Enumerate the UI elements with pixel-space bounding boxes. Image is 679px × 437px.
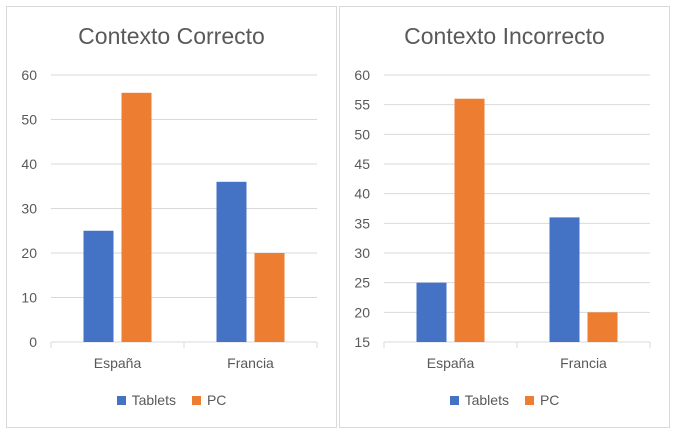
x-tick-label: España	[427, 355, 475, 371]
bar-tablets-2	[549, 217, 580, 342]
chart-title: Contexto Correcto	[78, 23, 265, 49]
chart-legend: Tablets PC	[7, 392, 336, 408]
bar-tablets-1	[416, 282, 447, 342]
legend-item-tablets: Tablets	[449, 392, 509, 408]
chart-panel-correcto: Contexto Correcto 0 10 20 30 40 50 60 España Fra…	[6, 6, 337, 428]
bar-tablets-1	[83, 230, 114, 342]
legend-swatch-tablets	[116, 395, 126, 405]
y-tick-label: 50	[354, 126, 370, 142]
legend-item-tablets: Tablets	[116, 392, 176, 408]
bar-chart-incorrecto: 15 20 25 30 35 40 45 50 55 60 España Francia	[354, 67, 651, 371]
bar-pc-2	[254, 253, 285, 342]
legend-label-pc: PC	[206, 392, 227, 408]
y-tick-label: 15	[354, 334, 370, 350]
y-tick-label: 25	[354, 275, 370, 291]
bar-tablets-2	[216, 181, 247, 342]
legend-swatch-tablets	[449, 395, 459, 405]
y-tick-label: 20	[21, 245, 37, 261]
y-tick-label: 60	[21, 67, 37, 83]
bar-pc-2	[587, 312, 618, 342]
legend-label-tablets: Tablets	[464, 392, 509, 408]
chart-panel-incorrecto: Contexto Incorrecto 15 20 25 30 35 40 45 50 55 60…	[339, 6, 670, 428]
y-tick-label: 30	[21, 201, 37, 217]
y-tick-label: 40	[354, 186, 370, 202]
chart-title: Contexto Incorrecto	[404, 23, 605, 49]
legend-label-tablets: Tablets	[131, 392, 176, 408]
legend-item-pc: PC	[191, 392, 227, 408]
y-tick-label: 60	[354, 67, 370, 83]
x-tick-label: Francia	[560, 355, 607, 371]
chart-legend: Tablets PC	[340, 392, 669, 408]
bar-pc-1	[454, 98, 485, 342]
y-tick-label: 40	[21, 156, 37, 172]
bar-pc-1	[121, 92, 152, 342]
y-tick-label: 30	[354, 245, 370, 261]
legend-label-pc: PC	[539, 392, 560, 408]
y-tick-label: 55	[354, 97, 370, 113]
y-tick-label: 50	[21, 112, 37, 128]
bar-chart-correcto: 0 10 20 30 40 50 60 España Francia	[21, 67, 318, 371]
y-tick-label: 45	[354, 156, 370, 172]
x-tick-label: España	[94, 355, 142, 371]
legend-item-pc: PC	[524, 392, 560, 408]
y-tick-label: 0	[29, 334, 37, 350]
y-tick-label: 10	[21, 290, 37, 306]
y-tick-label: 20	[354, 304, 370, 320]
legend-swatch-pc	[191, 395, 201, 405]
y-tick-label: 35	[354, 215, 370, 231]
legend-swatch-pc	[524, 395, 534, 405]
x-tick-label: Francia	[227, 355, 274, 371]
